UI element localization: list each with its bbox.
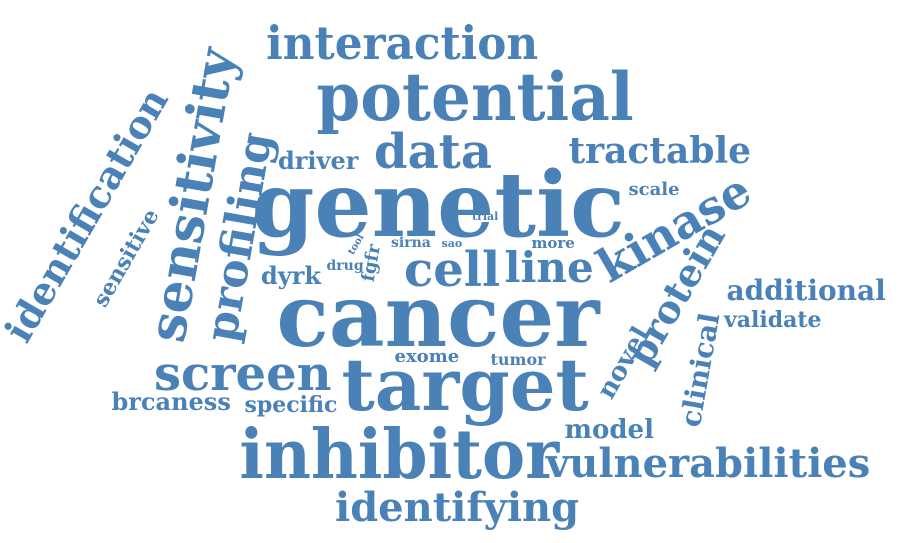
word-target: target xyxy=(341,342,589,427)
word-data: data xyxy=(374,124,492,180)
word-cell: cell xyxy=(404,242,501,298)
word-brcaness: brcaness xyxy=(111,387,231,416)
word-genetic: genetic xyxy=(251,152,625,258)
word-tractable: tractable xyxy=(568,130,752,172)
word-line: line xyxy=(504,243,594,292)
word-sao: sao xyxy=(441,236,463,250)
word-more: more xyxy=(531,233,575,252)
word-tumor: tumor xyxy=(490,350,546,369)
word-driver: driver xyxy=(278,146,359,175)
word-potential: potential xyxy=(316,58,634,136)
word-validate: validate xyxy=(724,307,822,333)
word-additional: additional xyxy=(726,274,886,307)
word-dyrk: dyrk xyxy=(261,261,321,290)
word-model: model xyxy=(564,415,654,445)
word-interaction: interaction xyxy=(266,16,539,70)
word-cancer: cancer xyxy=(276,266,600,367)
word-identifying: identifying xyxy=(335,484,580,531)
word-scale: scale xyxy=(628,179,680,200)
word-vulnerabilities: vulnerabilities xyxy=(546,440,871,487)
word-clinical: clinical xyxy=(673,310,726,430)
word-sirna: sirna xyxy=(391,235,431,251)
word-screen: screen xyxy=(154,346,332,402)
word-drug: drug xyxy=(326,258,364,274)
word-specific: specific xyxy=(244,392,338,418)
word-trial: trial xyxy=(472,209,499,223)
word-inhibitor: inhibitor xyxy=(238,415,559,495)
word-exome: exome xyxy=(394,346,460,367)
